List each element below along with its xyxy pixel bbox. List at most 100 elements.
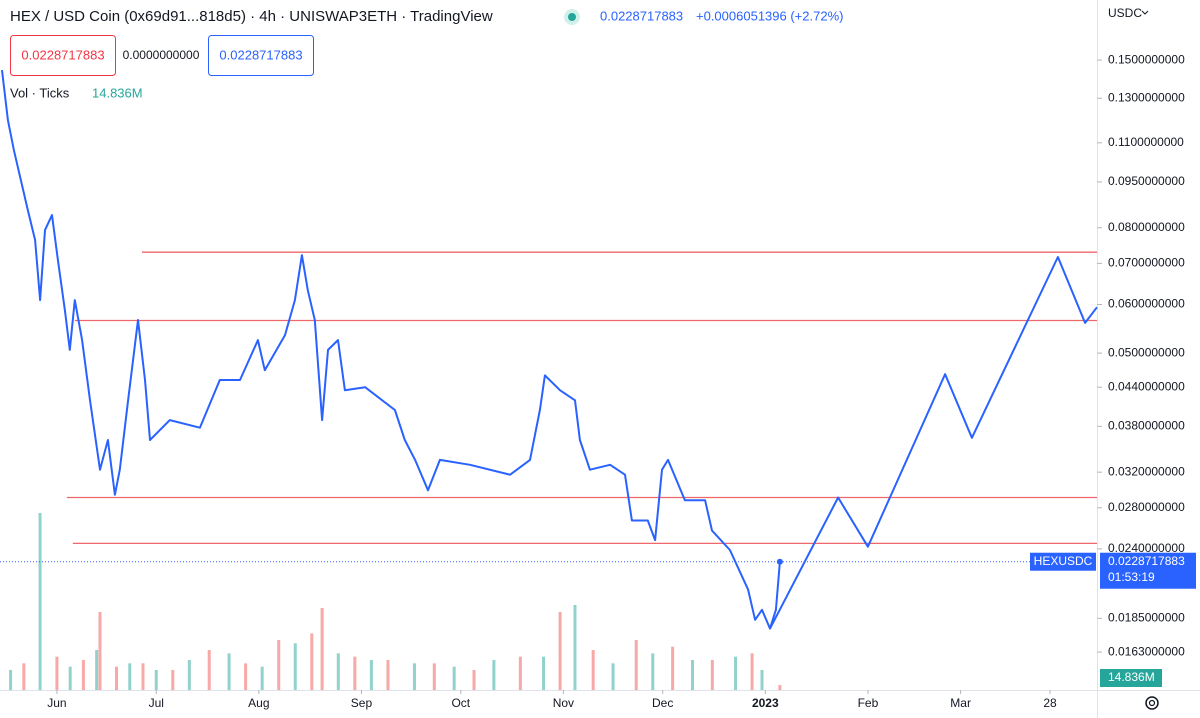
volume-layer <box>9 513 782 690</box>
y-tick-label: 0.1300000000 <box>1108 90 1185 104</box>
volume-bar <box>171 670 175 690</box>
volume-bar <box>141 663 145 690</box>
y-tick-label: 0.0163000000 <box>1108 644 1185 658</box>
volume-bar <box>386 660 390 690</box>
volume-bar <box>591 650 595 690</box>
volume-badge <box>1100 669 1162 687</box>
price-line <box>769 256 1098 630</box>
volume-bar <box>542 656 546 690</box>
header-change: +0.0006051396 (+2.72%) <box>696 8 843 23</box>
y-tick-label: 0.1100000000 <box>1108 135 1184 149</box>
price-badge <box>1100 552 1196 589</box>
volume-bar <box>778 685 782 690</box>
y-tick-label: 0.0185000000 <box>1108 610 1185 624</box>
y-tick-label: 0.0800000000 <box>1108 220 1185 234</box>
last-point <box>776 558 783 565</box>
volume-value: 14.836M <box>92 85 143 100</box>
sell-price: 0.0228717883 <box>21 47 104 62</box>
volume-bar <box>320 608 324 690</box>
volume-bar <box>558 612 562 690</box>
volume-bar <box>68 666 72 690</box>
y-tick-label: 0.0700000000 <box>1108 256 1185 270</box>
volume-bar <box>55 656 59 690</box>
y-tick-label: 0.0380000000 <box>1108 418 1185 432</box>
volume-bar <box>22 663 26 690</box>
x-tick-label: Jul <box>149 696 164 710</box>
x-tick-label: Oct <box>451 696 470 710</box>
x-tick-label: 2023 <box>752 696 779 710</box>
header-price: 0.0228717883 <box>600 8 683 23</box>
volume-title: Vol · Ticks <box>10 85 70 100</box>
symbol-badge <box>1030 552 1096 571</box>
volume-bar <box>293 643 297 690</box>
volume-bar <box>98 612 102 690</box>
buy-box[interactable] <box>208 35 314 76</box>
plot-layer <box>0 69 1098 630</box>
x-tick-label: Jun <box>47 696 66 710</box>
y-tick-label: 0.0440000000 <box>1108 379 1185 393</box>
x-tick-label: Aug <box>248 696 269 710</box>
volume-bar <box>187 660 191 690</box>
currency-selector[interactable]: USDC <box>1108 6 1142 20</box>
volume-bar <box>492 660 496 690</box>
volume-bar <box>573 605 577 690</box>
volume-bar <box>277 640 281 690</box>
spread: 0.0000000000 <box>123 48 200 62</box>
y-tick-label: 0.0240000000 <box>1108 541 1185 555</box>
y-tick-label: 0.0320000000 <box>1108 464 1185 478</box>
sell-box[interactable] <box>10 35 116 76</box>
volume-bar <box>651 653 655 690</box>
y-tick-label: 0.0280000000 <box>1108 500 1185 514</box>
y-tick-label: 0.1500000000 <box>1108 52 1185 66</box>
volume-bar <box>81 660 85 690</box>
x-tick-label: 28 <box>1043 696 1057 710</box>
volume-bar <box>95 650 99 690</box>
gear-ring <box>1145 696 1159 710</box>
volume-bar <box>452 666 456 690</box>
volume-bar <box>244 663 248 690</box>
x-tick-label: Nov <box>553 696 574 710</box>
y-tick-label: 0.0500000000 <box>1108 345 1185 359</box>
symbol-label: HEXUSDC <box>1034 554 1093 568</box>
countdown-label: 01:53:19 <box>1108 570 1155 584</box>
price-badge-label: 0.0228717883 <box>1108 554 1185 568</box>
volume-badge-label: 14.836M <box>1108 670 1155 684</box>
volume-bar <box>115 666 119 690</box>
volume-bar <box>369 660 373 690</box>
buy-price: 0.0228717883 <box>219 47 302 62</box>
volume-bar <box>227 653 231 690</box>
y-tick-label: 0.0600000000 <box>1108 297 1185 311</box>
volume-bar <box>260 666 264 690</box>
volume-bar <box>671 646 675 690</box>
volume-bar <box>412 663 416 690</box>
y-tick-label: 0.0950000000 <box>1108 174 1185 188</box>
volume-bar <box>750 653 754 690</box>
volume-bar <box>432 663 436 690</box>
axis-layer: 0.1500000000 0.1300000000 0.1100000000 0.09… <box>47 52 1196 710</box>
volume-bar <box>760 670 764 690</box>
x-tick-label: Dec <box>652 696 673 710</box>
volume-bar <box>690 660 694 690</box>
volume-bar <box>472 670 476 690</box>
dropdown-arrow <box>1141 10 1149 15</box>
volume-bar <box>128 663 132 690</box>
gear-hub <box>1148 699 1156 707</box>
volume-bar <box>353 656 357 690</box>
chart-title: HEX / USD Coin (0x69d91...818d5) · 4h · … <box>10 8 493 25</box>
volume-bar <box>634 640 638 690</box>
volume-bar <box>38 513 42 690</box>
volume-bar <box>9 670 13 690</box>
x-tick-label: Sep <box>351 696 373 710</box>
volume-bar <box>207 650 211 690</box>
volume-bar <box>611 663 615 690</box>
volume-bar <box>518 656 522 690</box>
price-line <box>1 69 781 630</box>
x-tick-label: Feb <box>858 696 879 710</box>
status-dot <box>568 13 576 21</box>
volume-bar <box>154 670 158 690</box>
x-tick-label: Mar <box>950 696 971 710</box>
settings-icon[interactable] <box>1145 696 1159 710</box>
